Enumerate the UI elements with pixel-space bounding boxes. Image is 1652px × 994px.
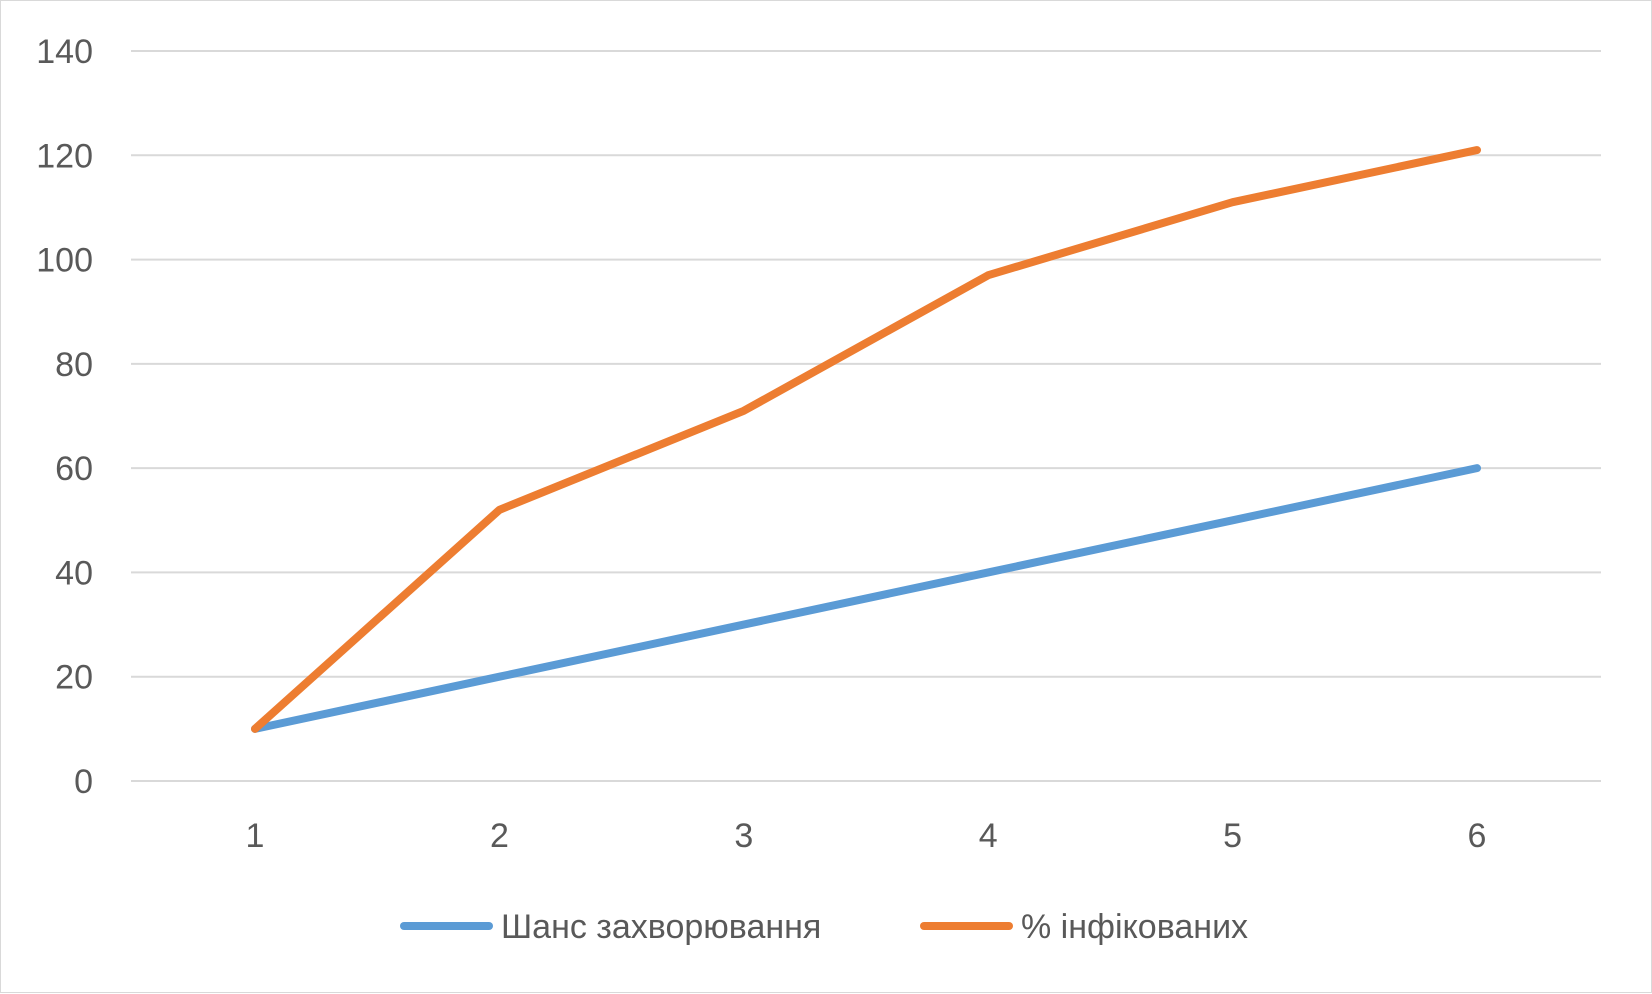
y-tick-label-140: 140 bbox=[36, 33, 93, 71]
x-axis-tick-labels: 1 2 3 4 5 6 bbox=[246, 817, 1487, 855]
x-tick-label-3: 3 bbox=[734, 817, 753, 855]
x-tick-label-2: 2 bbox=[490, 817, 509, 855]
y-tick-label-100: 100 bbox=[36, 242, 93, 280]
x-tick-label-4: 4 bbox=[979, 817, 998, 855]
y-tick-label-0: 0 bbox=[74, 763, 93, 801]
legend-label-1: Шанс захворювання bbox=[501, 908, 821, 946]
y-tick-label-40: 40 bbox=[55, 554, 93, 592]
x-tick-label-1: 1 bbox=[246, 817, 265, 855]
legend: Шанс захворювання % інфікованих bbox=[404, 908, 1248, 946]
series-line-1 bbox=[255, 468, 1477, 729]
x-tick-label-6: 6 bbox=[1468, 817, 1487, 855]
legend-label-2: % інфікованих bbox=[1021, 908, 1248, 946]
y-tick-label-20: 20 bbox=[55, 659, 93, 697]
y-axis-tick-labels: 0 20 40 60 80 100 120 140 bbox=[36, 33, 93, 801]
y-tick-label-120: 120 bbox=[36, 137, 93, 175]
series-lines bbox=[255, 150, 1477, 729]
gridlines bbox=[131, 51, 1601, 781]
y-tick-label-60: 60 bbox=[55, 450, 93, 488]
series-line-2 bbox=[255, 150, 1477, 729]
x-tick-label-5: 5 bbox=[1223, 817, 1242, 855]
y-tick-label-80: 80 bbox=[55, 346, 93, 384]
